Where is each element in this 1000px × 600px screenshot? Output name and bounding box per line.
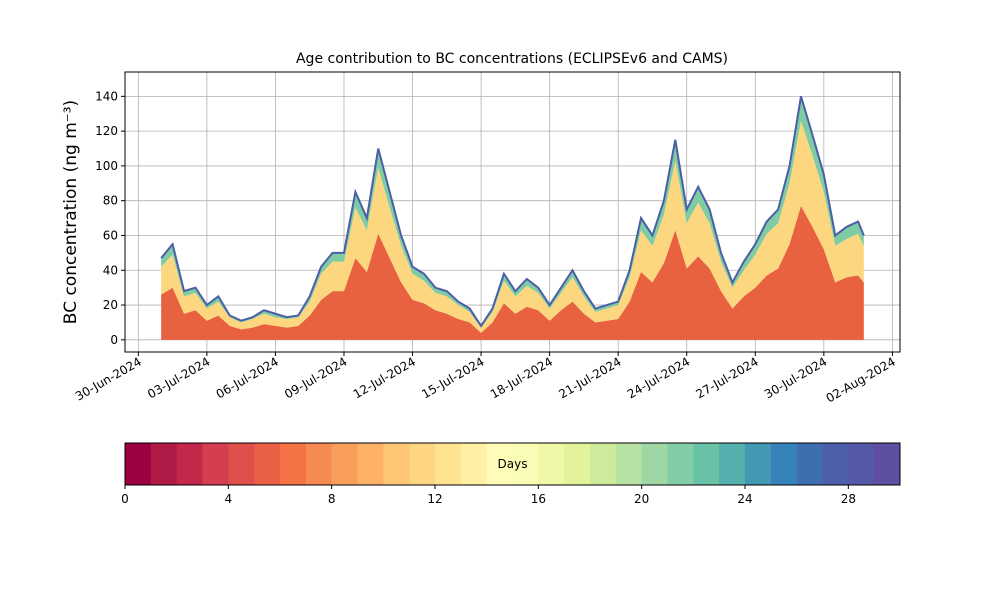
colorbar-tick-label: 4	[225, 492, 233, 506]
colorbar-swatch	[409, 443, 436, 485]
colorbar-swatch	[848, 443, 875, 485]
x-tick-label: 18-Jul-2024	[488, 354, 555, 401]
colorbar-swatch	[150, 443, 178, 485]
x-tick-label: 27-Jul-2024	[693, 354, 760, 401]
x-tick-label: 03-Jul-2024	[145, 354, 212, 401]
colorbar-swatch	[280, 443, 307, 485]
plot-frame	[124, 71, 901, 353]
colorbar-tick-label: 8	[328, 492, 336, 506]
colorbar-tick-label: 16	[531, 492, 546, 506]
colorbar-swatch	[176, 443, 203, 485]
x-tick-label: 24-Jul-2024	[625, 354, 692, 401]
y-tick-label: 140	[95, 89, 118, 103]
colorbar-swatch	[202, 443, 229, 485]
x-tick-label: 02-Aug-2024	[824, 354, 898, 405]
y-tick-label: 60	[103, 228, 118, 242]
colorbar-swatch	[667, 443, 694, 485]
colorbar-tick-label: 0	[121, 492, 129, 506]
colorbar-swatch	[719, 443, 746, 485]
colorbar-swatch	[254, 443, 281, 485]
x-tick-label: 12-Jul-2024	[351, 354, 418, 401]
y-tick-label: 100	[95, 159, 118, 173]
area	[161, 205, 864, 340]
colorbar-label: Days	[498, 457, 528, 471]
y-tick-label: 80	[103, 194, 118, 208]
area	[161, 120, 864, 333]
x-tick-label: 15-Jul-2024	[419, 354, 486, 401]
colorbar-swatch	[331, 443, 358, 485]
colorbar-tick-label: 12	[427, 492, 442, 506]
colorbar-swatch	[538, 443, 565, 485]
y-axis-label: BC concentration (ng m⁻³)	[61, 100, 81, 324]
y-tick-label: 40	[103, 263, 118, 277]
colorbar-swatch	[435, 443, 462, 485]
colorbar-swatch	[305, 443, 333, 485]
colorbar-tick-label: 20	[634, 492, 649, 506]
colorbar-swatch	[615, 443, 643, 485]
colorbar-swatch	[357, 443, 384, 485]
colorbar-frame	[124, 442, 901, 486]
y-tick-label: 120	[95, 124, 118, 138]
colorbar-swatch	[641, 443, 668, 485]
colorbar-swatch	[693, 443, 720, 485]
colorbar-tick-label: 24	[737, 492, 752, 506]
y-tick-label: 20	[103, 298, 118, 312]
y-tick-label: 0	[110, 333, 118, 347]
colorbar-swatch	[745, 443, 772, 485]
x-tick-label: 30-Jul-2024	[762, 354, 829, 401]
colorbar-swatch	[512, 443, 539, 485]
colorbar-swatch	[874, 443, 901, 485]
colorbar-swatch	[125, 443, 152, 485]
outline	[160, 96, 865, 328]
colorbar-swatch	[486, 443, 513, 485]
colorbar-swatch	[383, 443, 410, 485]
colorbar-swatch	[796, 443, 823, 485]
colorbar-swatch	[770, 443, 798, 485]
x-tick-label: 21-Jul-2024	[556, 354, 623, 401]
colorbar-swatch	[590, 443, 617, 485]
colorbar-tick-label: 28	[841, 492, 856, 506]
colorbar-swatch	[822, 443, 849, 485]
chart-title: Age contribution to BC concentrations (E…	[296, 51, 728, 67]
x-tick-label: 06-Jul-2024	[214, 354, 281, 401]
x-tick-label: 09-Jul-2024	[282, 354, 349, 401]
colorbar-swatch	[460, 443, 488, 485]
x-tick-label: 30-Jun-2024	[73, 354, 144, 403]
colorbar-swatch	[564, 443, 591, 485]
colorbar-swatch	[228, 443, 255, 485]
